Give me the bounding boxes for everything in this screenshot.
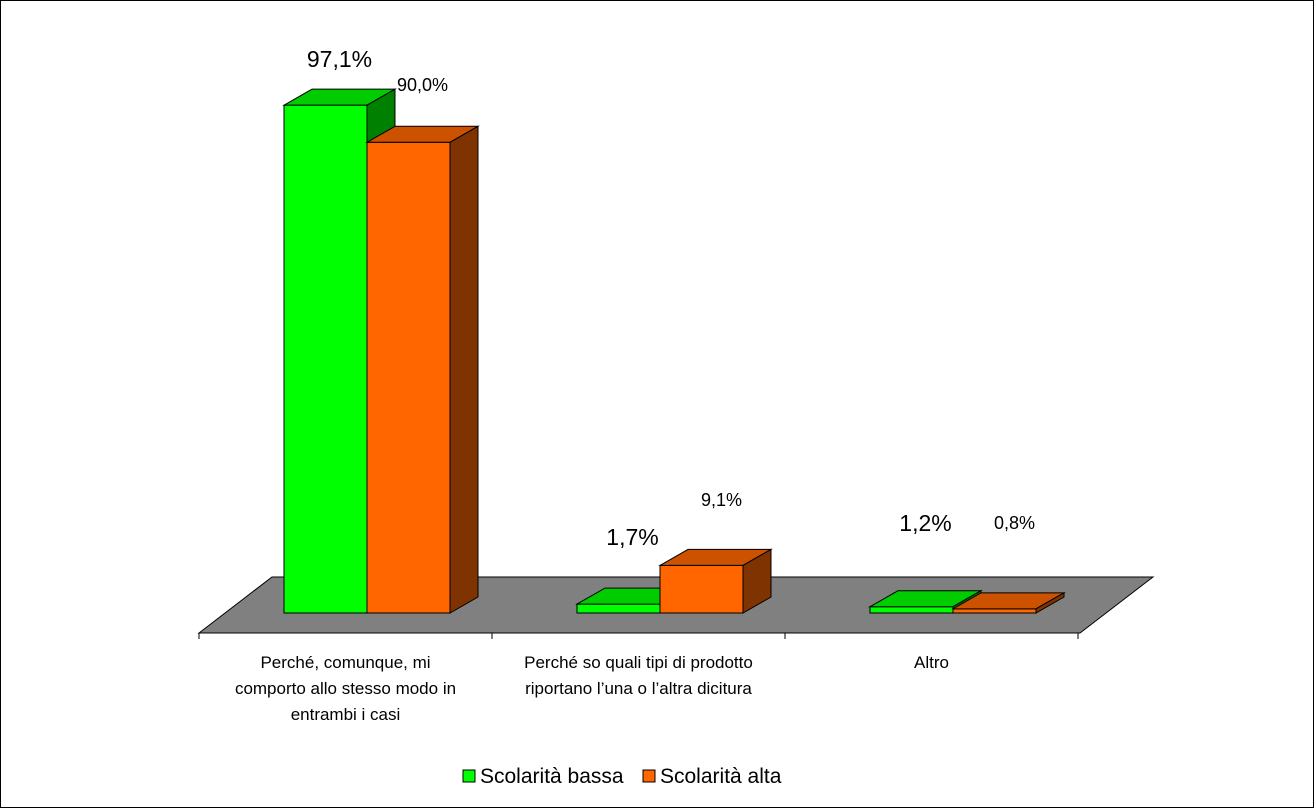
data-label: 0,8% [994,513,1035,533]
legend-swatch [642,769,656,783]
bar-front-face [869,606,954,614]
legend-label: Scolarità bassa [480,765,624,788]
bar-scolarita-alta-1 [365,125,480,614]
bar-side-face [1035,591,1065,614]
legend-item-scolarita-alta: Scolarità alta [642,765,782,788]
category-label: Altro [914,653,949,672]
data-label: 1,7% [606,524,658,550]
category-labels: Perché, comunque, mi comporto allo stesso… [235,653,949,724]
category-label: Perché, comunque, mi comporto allo stesso… [235,653,456,724]
bar-scolarita-alta-2 [658,548,773,614]
bar-front-face [659,564,744,614]
bar-side-face [449,125,479,614]
bar-front-face [283,104,368,614]
legend-label: Scolarità alta [660,765,782,788]
bar-scolarita-alta-3 [951,591,1066,614]
category-label: Perché so quali tipi di prodotto riportan… [524,653,753,698]
legend-item-scolarita-bassa: Scolarità bassa [462,765,624,788]
bar-side-face [742,548,772,614]
x-axis [198,632,1080,639]
legend-swatch [462,769,476,783]
data-label: 90,0% [397,75,448,95]
bar-front-face [366,141,451,614]
legend: Scolarità bassa Scolarità alta [462,765,782,788]
data-label: 9,1% [701,490,742,510]
data-labels: 97,1% 90,0% 1,7% 9,1% 1,2% 0,8% [307,46,1035,550]
bar-front-face [952,608,1037,614]
data-label: 97,1% [307,46,372,72]
bars [282,88,1066,614]
bar-front-face [576,603,661,614]
data-label: 1,2% [899,510,951,536]
